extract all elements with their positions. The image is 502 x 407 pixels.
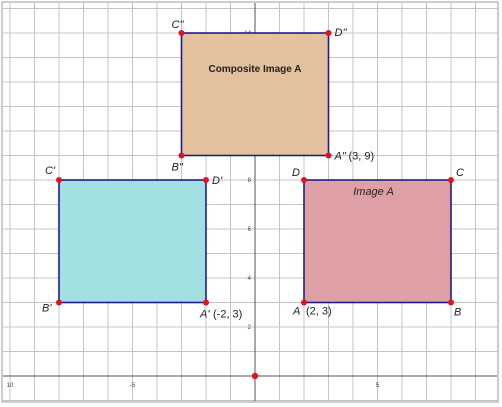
vertex-label: A'' bbox=[334, 151, 347, 163]
vertex-label: C bbox=[456, 167, 464, 179]
image-a-label: Image A bbox=[353, 186, 394, 198]
vertex-point bbox=[301, 299, 307, 306]
x-tick-label: -5 bbox=[130, 383, 136, 389]
vertex-label: B' bbox=[42, 303, 52, 315]
vertex-point bbox=[448, 299, 454, 306]
y-tick-label: 4 bbox=[248, 276, 252, 282]
vertex-label: D bbox=[292, 167, 300, 179]
vertex-point bbox=[56, 299, 62, 306]
image-a-prime-rectangle bbox=[58, 179, 207, 304]
x-tick-label: 10 bbox=[7, 383, 14, 389]
y-tick-label: 8 bbox=[248, 178, 252, 184]
image-a-rectangle bbox=[303, 179, 452, 304]
vertex-point bbox=[448, 177, 454, 183]
vertex-label: B'' bbox=[172, 162, 184, 174]
vertex-point bbox=[203, 299, 209, 306]
composite-image-a-label: Composite Image A bbox=[209, 64, 302, 75]
y-tick-label: 2 bbox=[248, 325, 252, 331]
vertex-label: D' bbox=[212, 175, 223, 187]
x-tick-label: 5 bbox=[376, 383, 380, 389]
vertex-label: A' bbox=[199, 309, 210, 321]
vertex-label: A bbox=[292, 306, 300, 318]
composite-image-a-rectangle bbox=[180, 32, 330, 157]
vertex-label: B bbox=[454, 307, 461, 319]
vertex-label: C'' bbox=[172, 19, 185, 31]
vertex-coordinate-label: (-2, 3) bbox=[213, 309, 242, 321]
vertex-point bbox=[203, 177, 209, 183]
labels: Image A A (2, 3) B C D A' (-2, 3) B' C' D' Composit… bbox=[42, 19, 464, 321]
vertex-point bbox=[325, 152, 332, 159]
origin-point bbox=[251, 372, 259, 380]
vertex-point bbox=[178, 152, 185, 159]
vertex-coordinate-label: (3, 9) bbox=[349, 151, 375, 163]
shapes bbox=[56, 30, 454, 380]
vertex-point bbox=[178, 30, 185, 36]
vertex-point bbox=[56, 177, 62, 183]
y-tick-label: 6 bbox=[248, 227, 252, 233]
vertex-label: D'' bbox=[335, 27, 348, 39]
vertex-label: C' bbox=[45, 165, 56, 177]
vertex-point bbox=[301, 177, 307, 183]
vertex-coordinate-label: (2, 3) bbox=[306, 306, 332, 318]
vertex-point bbox=[325, 30, 332, 36]
